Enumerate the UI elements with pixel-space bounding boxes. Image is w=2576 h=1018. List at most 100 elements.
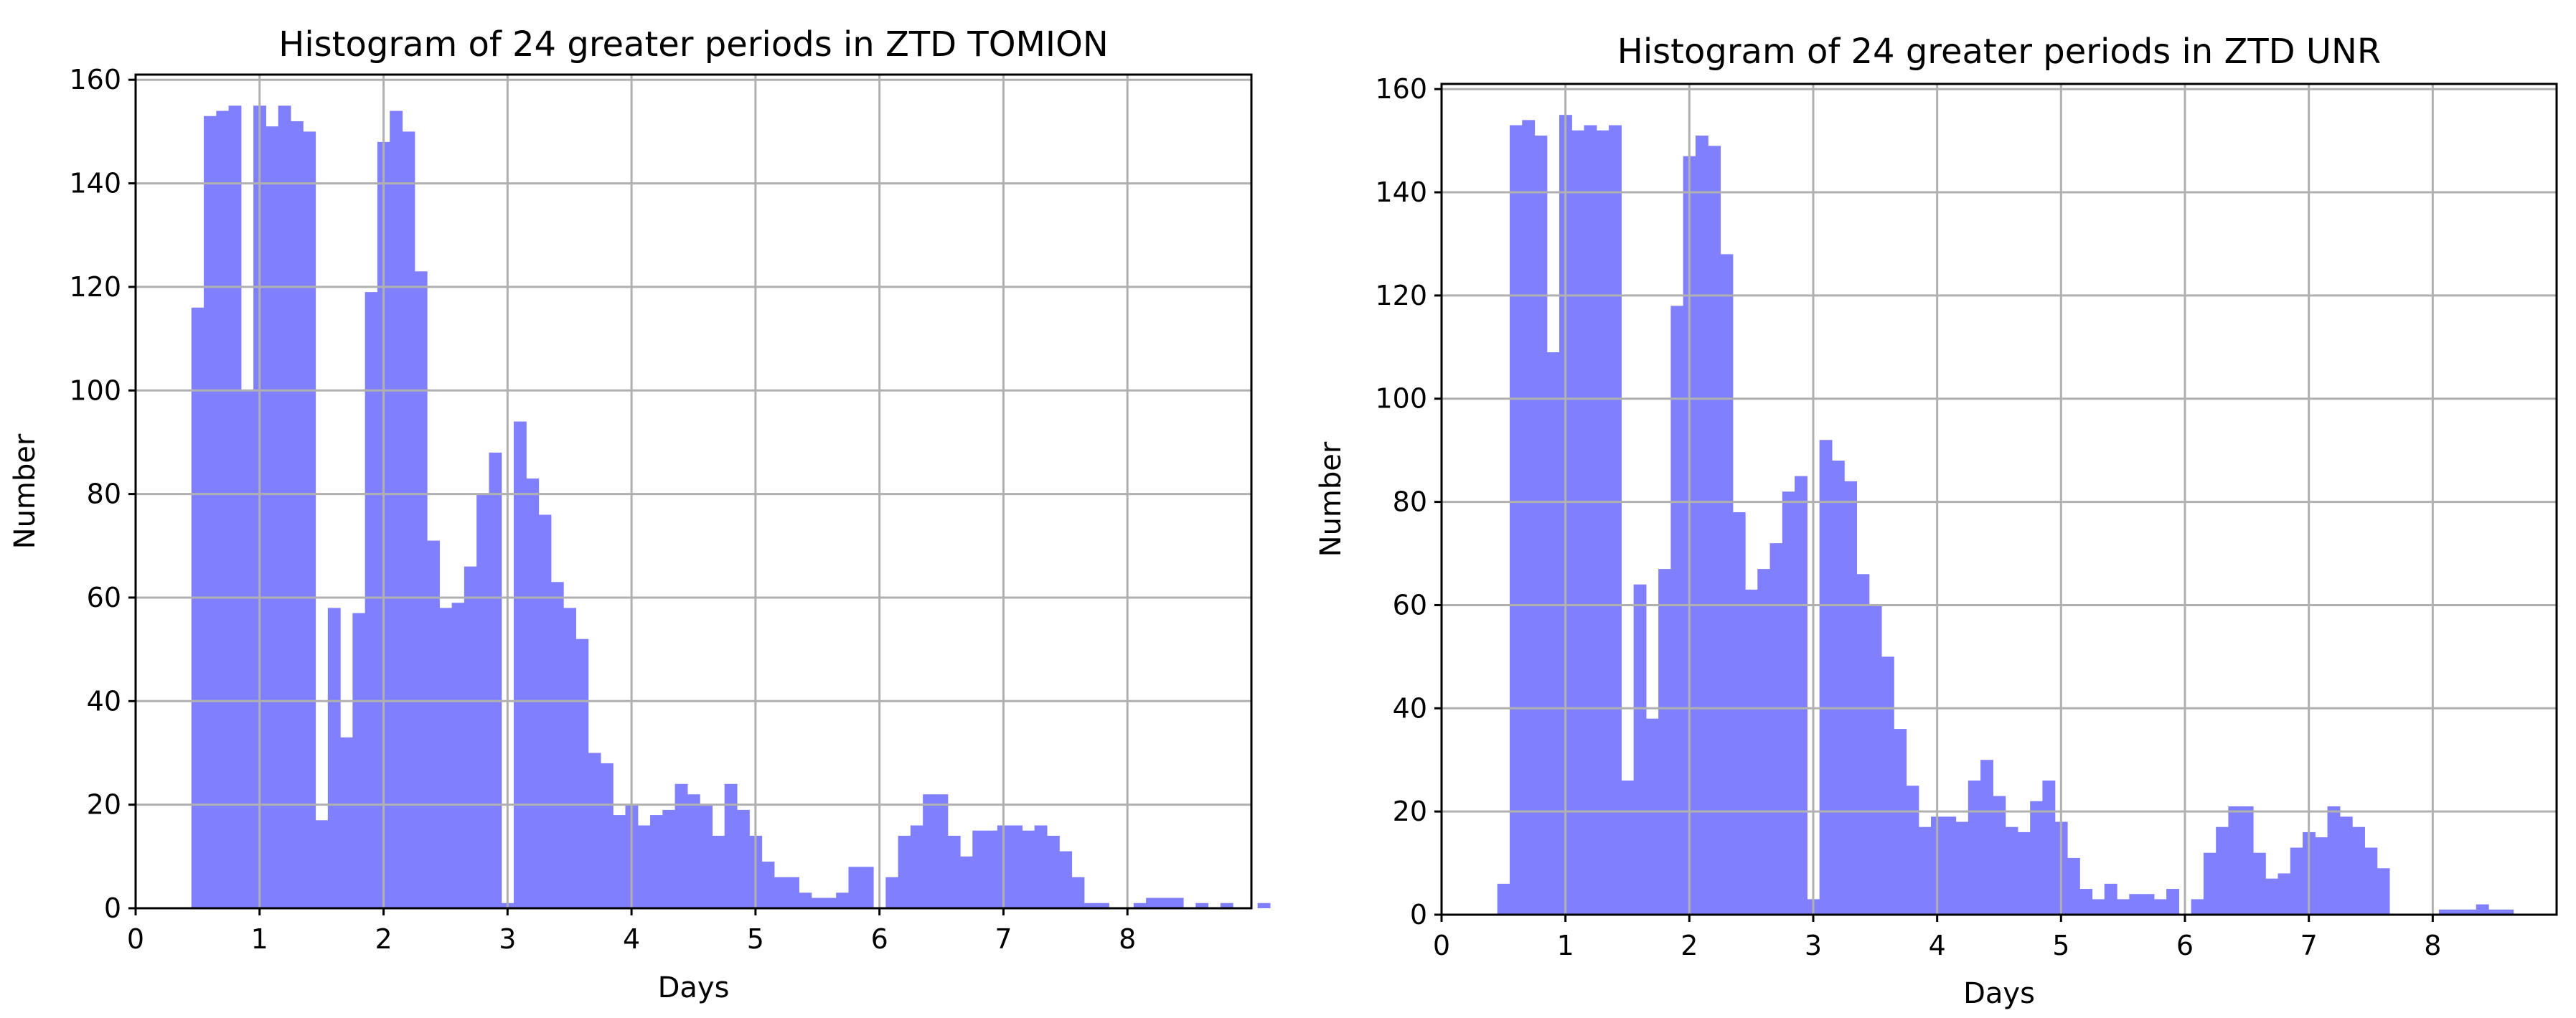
histogram-bar — [786, 877, 799, 908]
x-tick-label: 7 — [995, 923, 1012, 955]
histogram-bar — [1955, 821, 1969, 915]
histogram-unr: 0 1 2 3 4 5 6 7 8020406080100120140160Histogram … — [1315, 32, 2558, 1010]
histogram-bar — [1022, 830, 1035, 908]
histogram-bar — [1509, 125, 1523, 915]
histogram-bar — [538, 514, 552, 908]
histogram-bar — [2017, 831, 2031, 915]
histogram-bar — [1819, 440, 1833, 915]
histogram-bar — [2364, 847, 2378, 915]
histogram-bar — [823, 897, 837, 908]
histogram-bar — [1046, 835, 1060, 908]
histogram-bar — [2191, 899, 2204, 915]
histogram-bar — [712, 835, 725, 908]
chart-title: Histogram of 24 greater periods in ZTD U… — [1617, 32, 2382, 72]
x-axis-label: Days — [1963, 977, 2035, 1010]
histogram-bar — [2216, 826, 2229, 915]
histogram-bar — [2438, 909, 2452, 915]
histogram-bar — [947, 835, 961, 908]
histogram-bar — [513, 421, 527, 908]
histogram-bar — [2153, 899, 2167, 915]
y-tick-label: 120 — [1375, 280, 1427, 311]
y-tick-label: 20 — [1393, 796, 1427, 827]
histogram-bar — [191, 307, 205, 908]
y-tick-label: 120 — [69, 271, 121, 303]
histogram-bar — [1083, 902, 1097, 908]
histogram-bar — [402, 131, 415, 908]
histogram-bar — [1195, 902, 1209, 908]
histogram-bar — [489, 452, 502, 908]
x-tick-label: 6 — [871, 923, 888, 955]
histogram-bar — [439, 608, 453, 908]
y-tick-label: 100 — [69, 374, 121, 406]
histogram-bar — [2228, 806, 2242, 915]
histogram-bar — [365, 292, 378, 908]
x-tick-label: 0 — [127, 923, 144, 955]
histogram-bar — [315, 820, 329, 908]
histogram-bar — [2203, 852, 2217, 915]
histogram-bar — [1584, 125, 1597, 915]
histogram-bar — [216, 110, 230, 908]
histogram-bar — [1745, 589, 1758, 915]
histogram-bar — [1856, 574, 1870, 915]
histogram-bar — [811, 897, 824, 908]
x-tick-label: 8 — [2424, 930, 2441, 961]
histogram-bar — [1522, 120, 1536, 915]
histogram-bar — [2488, 909, 2501, 915]
histogram-bar — [352, 613, 366, 908]
histogram-bar — [1695, 135, 1708, 915]
histogram-bar — [2030, 801, 2044, 915]
y-tick-label: 80 — [1393, 486, 1427, 518]
histogram-bar — [736, 809, 750, 908]
histogram-bar — [1596, 130, 1609, 915]
histogram-bar — [1993, 796, 2006, 915]
histogram-bar — [2240, 806, 2254, 915]
histogram-bar — [340, 737, 353, 908]
histogram-bar — [848, 867, 862, 908]
histogram-bar — [600, 763, 614, 908]
histogram-bar — [774, 877, 787, 908]
histogram-bar — [2352, 826, 2365, 915]
histogram-bar — [1831, 461, 1845, 915]
histogram-bar — [1732, 512, 1746, 915]
histogram-bar — [2290, 847, 2303, 915]
histogram-bar — [898, 835, 911, 908]
histogram-bar — [1609, 125, 1622, 915]
y-tick-label: 100 — [1375, 383, 1427, 415]
histogram-bar — [240, 390, 254, 908]
histogram-bar — [390, 110, 403, 908]
x-tick-label: 1 — [251, 923, 268, 955]
histogram-bar — [885, 877, 899, 908]
histogram-bar — [1844, 481, 1858, 915]
histogram-bar — [1968, 780, 1981, 915]
histogram-bar — [414, 271, 428, 908]
x-tick-label: 3 — [1805, 930, 1822, 961]
x-tick-label: 4 — [1929, 930, 1946, 961]
histogram-bar — [1894, 729, 1907, 915]
histogram-bar — [265, 126, 279, 908]
histogram-bar — [1497, 883, 1510, 915]
histogram-bar — [2079, 889, 2093, 915]
histogram-bar — [526, 478, 540, 908]
y-tick-label: 40 — [87, 685, 121, 717]
histogram-bar — [2377, 868, 2390, 915]
histogram-bar — [1782, 491, 1795, 915]
histogram-bar — [1010, 825, 1023, 908]
histogram-bar — [1621, 780, 1635, 915]
x-tick-label: 7 — [2300, 930, 2318, 961]
histogram-bar — [799, 892, 812, 908]
histogram-bar — [761, 862, 775, 908]
histogram-bar — [2117, 899, 2130, 915]
histogram-bar — [2339, 816, 2353, 915]
x-tick-label: 5 — [747, 923, 764, 955]
histogram-bar — [588, 753, 601, 908]
histogram-bar — [1546, 352, 1560, 915]
histogram-bar — [687, 794, 700, 908]
histogram-bar — [674, 783, 688, 908]
histogram-bar — [959, 856, 973, 908]
histogram-bar — [2092, 899, 2105, 915]
histogram-bar — [1534, 135, 1548, 915]
histogram-bar — [1170, 897, 1184, 908]
histogram-bar — [204, 116, 217, 909]
